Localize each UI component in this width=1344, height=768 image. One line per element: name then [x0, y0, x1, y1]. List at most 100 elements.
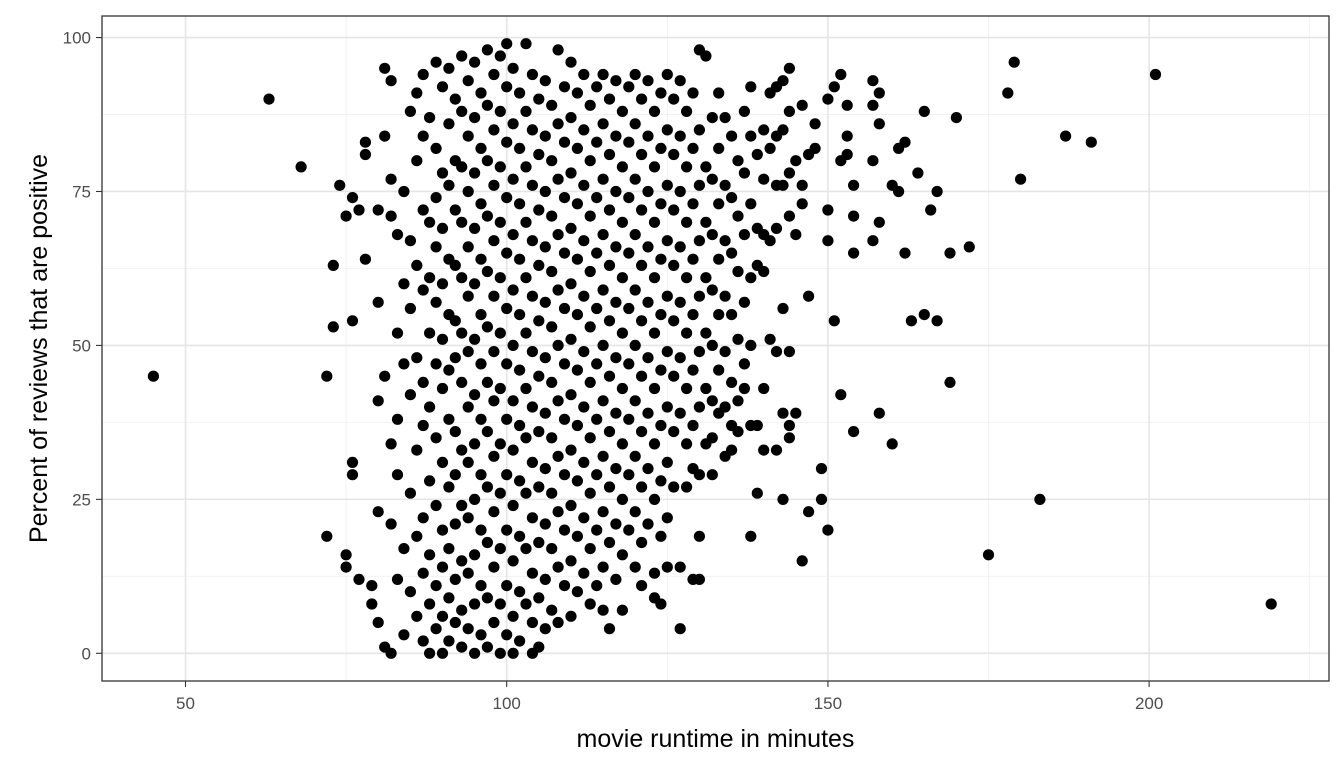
data-point: [591, 358, 603, 370]
data-point: [565, 610, 577, 622]
data-point: [893, 185, 905, 198]
data-point: [777, 75, 789, 87]
data-point: [443, 592, 455, 604]
data-point: [533, 259, 545, 271]
data-point: [648, 382, 661, 395]
data-point: [873, 407, 885, 419]
data-point: [796, 555, 808, 567]
data-point: [488, 616, 500, 629]
data-point: [385, 75, 397, 87]
data-point: [398, 629, 410, 641]
data-point: [629, 68, 641, 81]
data-point: [636, 93, 648, 105]
data-point: [359, 136, 371, 148]
data-point: [623, 247, 635, 259]
data-point: [674, 407, 686, 419]
data-point: [546, 321, 558, 333]
data-point: [539, 296, 551, 308]
data-point: [848, 426, 860, 438]
data-point: [526, 456, 539, 468]
data-point: [848, 210, 860, 222]
data-point: [327, 259, 339, 271]
data-point: [822, 93, 834, 105]
data-point: [462, 185, 474, 198]
data-point: [687, 364, 699, 376]
data-point: [661, 235, 673, 247]
data-point: [758, 173, 770, 185]
data-point: [777, 124, 789, 136]
data-point: [501, 580, 513, 592]
data-point: [507, 173, 519, 185]
data-point: [925, 204, 937, 216]
data-point: [411, 87, 423, 99]
data-point: [526, 401, 539, 413]
data-point: [655, 364, 667, 376]
data-point: [462, 512, 474, 524]
data-point: [706, 432, 718, 444]
data-point: [436, 382, 449, 395]
data-point: [436, 456, 449, 468]
data-point: [475, 629, 487, 641]
data-point: [758, 382, 770, 395]
data-point: [475, 87, 487, 99]
data-point: [462, 456, 474, 468]
data-point: [931, 185, 943, 198]
data-point: [899, 247, 911, 259]
data-point: [520, 38, 532, 50]
data-point: [340, 561, 352, 573]
data-point: [571, 87, 584, 99]
data-point: [693, 530, 706, 542]
data-point: [546, 265, 558, 278]
data-point: [661, 179, 673, 191]
data-point: [783, 432, 796, 444]
data-point: [931, 315, 943, 327]
data-point: [494, 382, 506, 395]
data-point: [648, 161, 661, 173]
data-point: [571, 198, 584, 210]
data-point: [520, 543, 532, 555]
data-point: [430, 623, 442, 635]
data-point: [584, 487, 596, 499]
data-point: [674, 75, 686, 87]
data-point: [751, 148, 763, 161]
data-point: [539, 573, 551, 586]
data-point: [507, 339, 519, 351]
data-point: [443, 481, 455, 493]
data-point: [629, 561, 641, 573]
data-point: [514, 253, 526, 265]
data-point: [693, 469, 706, 481]
data-point: [648, 216, 661, 228]
data-point: [533, 641, 545, 653]
data-point: [674, 352, 686, 364]
data-point: [578, 401, 590, 413]
data-point: [751, 419, 763, 432]
data-point: [385, 518, 397, 530]
data-point: [558, 136, 571, 148]
data-point: [790, 155, 802, 167]
data-point: [526, 346, 539, 358]
data-point: [591, 469, 603, 481]
data-point: [822, 204, 834, 216]
data-point: [494, 50, 506, 62]
data-point: [481, 536, 493, 549]
data-point: [700, 50, 712, 62]
data-point: [507, 499, 519, 512]
data-point: [456, 499, 468, 512]
data-point: [738, 167, 751, 179]
data-point: [719, 290, 731, 302]
data-point: [732, 426, 744, 438]
data-point: [758, 265, 770, 278]
data-point: [783, 210, 796, 222]
data-point: [636, 580, 648, 592]
data-point: [488, 68, 500, 81]
data-point: [693, 179, 706, 191]
x-tick-label: 100: [493, 694, 521, 713]
data-point: [616, 549, 629, 561]
data-point: [841, 130, 853, 142]
data-point: [533, 93, 545, 105]
data-point: [501, 247, 513, 259]
data-point: [867, 235, 879, 247]
data-point: [655, 530, 667, 542]
data-point: [514, 530, 526, 542]
data-point: [803, 290, 815, 302]
